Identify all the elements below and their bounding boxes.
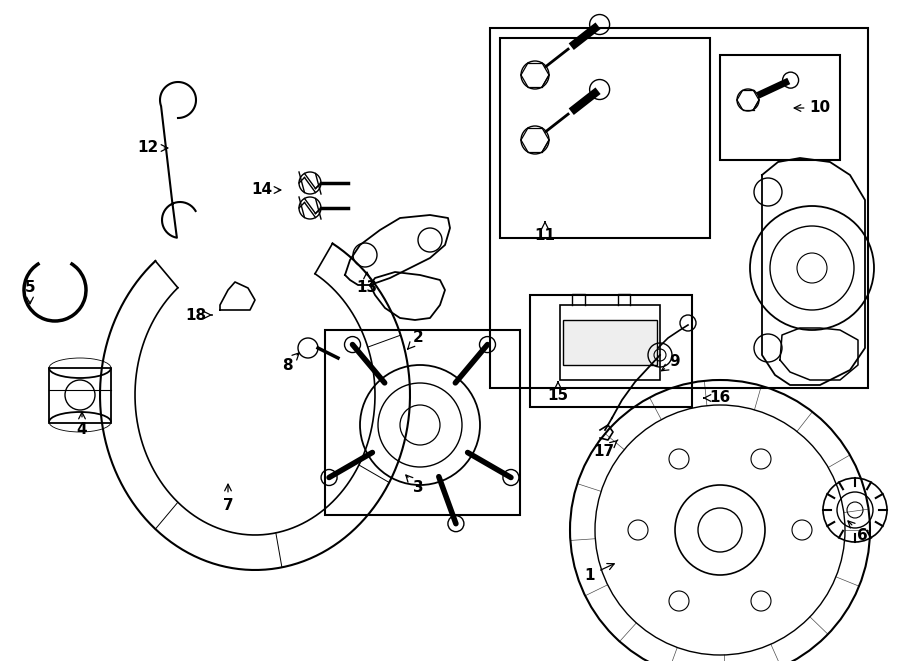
Text: 8: 8 xyxy=(282,353,299,373)
Text: 13: 13 xyxy=(356,272,378,295)
Bar xyxy=(500,38,710,238)
Bar xyxy=(720,55,840,160)
Bar xyxy=(490,28,868,388)
Text: 2: 2 xyxy=(408,330,423,349)
Text: 9: 9 xyxy=(662,354,680,371)
Bar xyxy=(49,368,111,423)
Text: 15: 15 xyxy=(547,381,569,403)
Bar xyxy=(563,320,657,365)
Text: 10: 10 xyxy=(794,100,831,116)
Text: 7: 7 xyxy=(222,484,233,512)
Text: 17: 17 xyxy=(593,440,617,459)
Text: 14: 14 xyxy=(251,182,281,198)
Text: 11: 11 xyxy=(535,221,555,243)
Text: 12: 12 xyxy=(138,141,167,155)
Text: 3: 3 xyxy=(406,475,423,496)
Text: 6: 6 xyxy=(848,521,868,543)
Text: 18: 18 xyxy=(185,307,212,323)
Text: 1: 1 xyxy=(585,564,614,582)
Bar xyxy=(530,295,692,407)
Text: 4: 4 xyxy=(76,412,87,438)
Text: 5: 5 xyxy=(24,280,35,304)
Bar xyxy=(560,305,660,380)
Bar xyxy=(325,330,520,515)
Text: 16: 16 xyxy=(704,391,731,405)
